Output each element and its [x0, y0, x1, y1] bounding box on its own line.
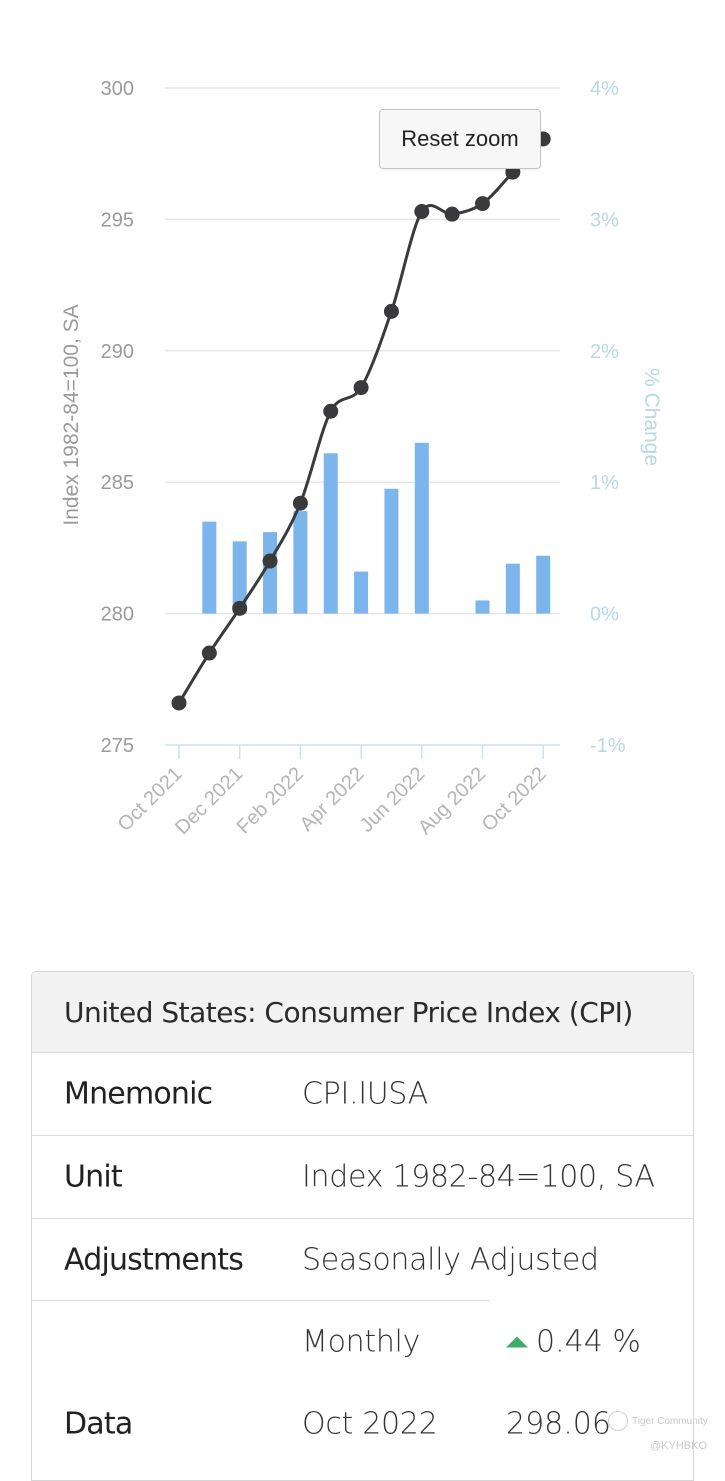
y-tick-label-right: 1%	[590, 472, 619, 494]
mnemonic-label: Mnemonic	[64, 1076, 213, 1112]
bar	[202, 521, 217, 614]
y-tick-label-left: 290	[101, 341, 134, 363]
data-label: Data	[64, 1406, 133, 1442]
unit-label: Unit	[64, 1159, 123, 1195]
bar	[384, 488, 399, 614]
bar	[232, 541, 247, 614]
line-point	[171, 695, 187, 711]
data-row: Data Oct 2022 298.06	[32, 1383, 693, 1465]
y-tick-label-left: 300	[101, 78, 134, 100]
bar	[354, 571, 369, 614]
y-axis-title-left: Index 1982-84=100, SA	[60, 304, 83, 525]
line-point	[262, 553, 278, 569]
reset-zoom-button[interactable]: Reset zoom	[379, 109, 541, 169]
adjustments-row: Adjustments Seasonally Adjusted	[32, 1219, 693, 1301]
monthly-change: 0.44 %	[506, 1325, 641, 1360]
line-point	[232, 600, 248, 616]
y-tick-label-left: 295	[101, 209, 134, 231]
cpi-line	[177, 137, 545, 704]
y-tick-label-right: 2%	[590, 341, 619, 363]
y-tick-label-left: 275	[101, 735, 134, 757]
tiger-logo-icon	[608, 1411, 628, 1431]
unit-value: Index 1982-84=100, SA	[302, 1159, 655, 1195]
bar	[263, 532, 278, 614]
line-point	[475, 196, 490, 212]
x-tick-label: Dec 2021	[171, 763, 247, 839]
up-triangle-icon	[506, 1336, 528, 1348]
line-layer	[171, 131, 551, 711]
line-point	[383, 303, 399, 319]
watermark-text: Tiger Community	[632, 1415, 708, 1427]
line-point	[353, 380, 369, 396]
watermark-handle: @KYHBKO	[650, 1440, 708, 1452]
grid-layer	[165, 87, 560, 615]
line-point	[292, 495, 308, 511]
bar	[505, 563, 520, 614]
y-tick-label-right: 0%	[590, 604, 619, 626]
mnemonic-value: CPI.IUSA	[302, 1076, 428, 1112]
mnemonic-row: Mnemonic CPI.IUSA	[32, 1053, 693, 1136]
bar	[475, 600, 490, 614]
x-tick-label: Feb 2022	[233, 763, 308, 838]
card-title: United States: Consumer Price Index (CPI…	[32, 972, 693, 1053]
watermark-logo: Tiger Community	[608, 1411, 708, 1431]
line-point	[201, 645, 217, 661]
line-point	[323, 403, 339, 419]
adjustments-label: Adjustments	[64, 1242, 244, 1278]
monthly-row: Monthly 0.44 %	[32, 1301, 693, 1383]
y-axis-title-right: % Change	[640, 368, 663, 466]
bar	[536, 555, 551, 614]
y-tick-label-right: -1%	[590, 735, 626, 757]
data-period: Oct 2022	[302, 1406, 438, 1442]
x-tick-label: Aug 2022	[414, 763, 490, 839]
bar	[414, 442, 429, 614]
monthly-change-value: 0.44 %	[536, 1324, 641, 1360]
x-tick-label: Apr 2022	[296, 763, 369, 836]
y-tick-label-left: 285	[101, 472, 134, 494]
series-info-card: United States: Consumer Price Index (CPI…	[31, 971, 694, 1481]
bar	[323, 453, 338, 614]
line-point	[414, 204, 430, 220]
monthly-label: Monthly	[302, 1324, 421, 1360]
line-point	[444, 206, 460, 222]
bars-layer	[202, 442, 551, 614]
data-value: 298.06	[506, 1406, 611, 1442]
adjustments-value: Seasonally Adjusted	[302, 1242, 599, 1278]
row-divider	[32, 1300, 490, 1301]
y-tick-label-right: 4%	[590, 78, 619, 100]
x-tick-label: Oct 2022	[478, 763, 551, 836]
bar	[293, 511, 308, 614]
y-tick-label-left: 280	[101, 604, 134, 626]
unit-row: Unit Index 1982-84=100, SA	[32, 1136, 693, 1219]
y-tick-label-right: 3%	[590, 209, 619, 231]
